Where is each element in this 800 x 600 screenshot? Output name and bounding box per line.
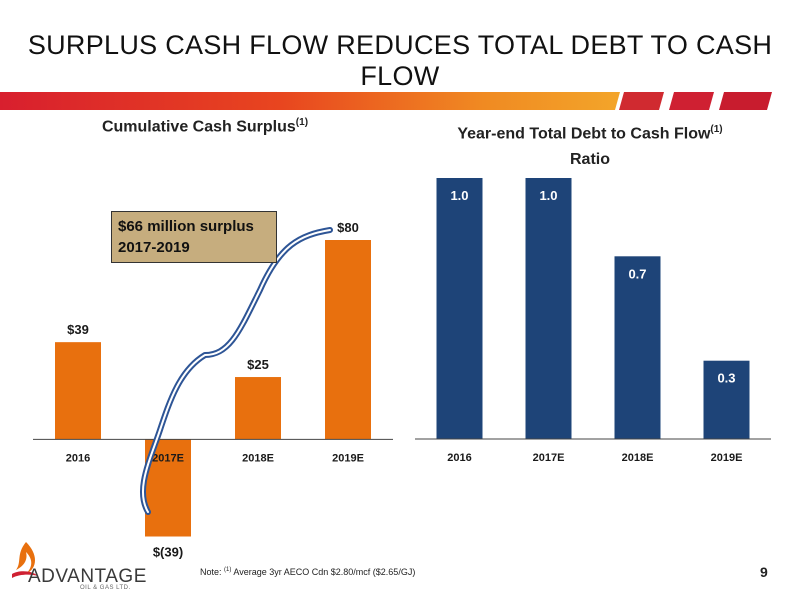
advantage-logo-flame-icon: [12, 542, 38, 578]
banner-stripe: [0, 92, 620, 110]
right-chart-title: Year-end Total Debt to Cash Flow(1) Rati…: [457, 124, 723, 169]
left-chart-title: Cumulative Cash Surplus(1): [101, 117, 309, 136]
banner-slash: [669, 92, 714, 110]
data-label: $80: [337, 220, 359, 235]
bar-2016: [55, 342, 101, 440]
slide-title: SURPLUS CASH FLOW REDUCES TOTAL DEBT TO …: [27, 30, 773, 91]
x-tick-label: 2016: [447, 452, 471, 464]
x-tick-label: 2016: [66, 452, 90, 464]
data-label: 0.7: [628, 266, 646, 281]
data-label: 1.0: [539, 188, 557, 203]
bar-2017e: [525, 178, 572, 439]
x-tick-label: 2019E: [332, 452, 364, 464]
callout-line-2: 2017-2019: [118, 239, 190, 256]
logo-subtext: OIL & GAS LTD.: [80, 585, 131, 591]
surplus-callout: $66 million surplus 2017-2019: [111, 211, 277, 263]
data-label: 0.3: [717, 371, 735, 386]
banner-slash: [619, 92, 664, 110]
data-label: $39: [67, 322, 89, 337]
x-tick-label: 2019E: [711, 452, 743, 464]
bar-2016: [436, 178, 483, 439]
banner-slash: [719, 92, 772, 110]
footnote: Note: (1) Average 3yr AECO Cdn $2.80/mcf…: [200, 567, 415, 577]
data-label: 1.0: [450, 188, 468, 203]
data-label: $(39): [153, 545, 183, 560]
bar-2018e: [614, 256, 661, 439]
callout-line-1: $66 million surplus: [118, 218, 254, 235]
logo-text: ADVANTAGE: [28, 566, 147, 587]
title-banner: [0, 92, 772, 110]
x-tick-label: 2018E: [622, 452, 654, 464]
note-prefix: Note:: [200, 567, 222, 577]
note-marker: (1): [224, 567, 232, 573]
page-number: 9: [760, 564, 768, 580]
bar-2019e: [703, 360, 750, 439]
note-text: Average 3yr AECO Cdn $2.80/mcf ($2.65/GJ…: [233, 567, 416, 577]
x-tick-label: 2017E: [533, 452, 565, 464]
